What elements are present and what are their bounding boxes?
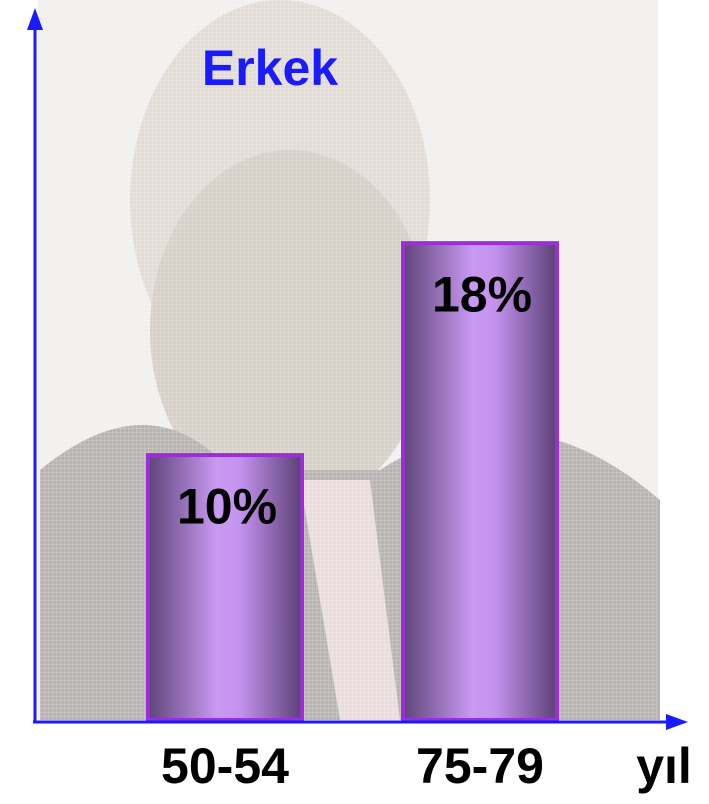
x-axis-label: yıl xyxy=(636,738,692,794)
bar-value-label: 18% xyxy=(432,266,532,322)
background-photo xyxy=(38,0,660,720)
bar xyxy=(146,453,304,722)
chart-title: Erkek xyxy=(202,40,338,96)
x-axis-arrow xyxy=(666,714,688,730)
bar xyxy=(401,241,559,722)
bar-value-label: 10% xyxy=(177,478,277,534)
x-tick-label: 75-79 xyxy=(416,738,544,794)
x-tick-label: 50-54 xyxy=(161,738,289,794)
y-axis-arrow xyxy=(27,8,43,30)
